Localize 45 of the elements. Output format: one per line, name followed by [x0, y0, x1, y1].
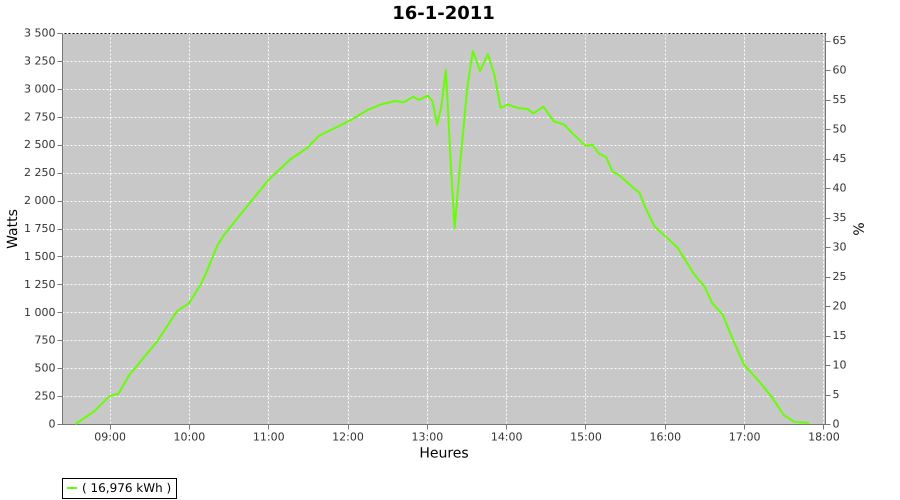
x-tick-label: 11:00: [252, 430, 285, 444]
y-tick-label: 2 750: [24, 110, 56, 124]
y-tick-label: 2 000: [24, 194, 56, 208]
y-tick-label: 3 500: [24, 26, 56, 40]
x-tick-label: 12:00: [332, 430, 364, 444]
y2-axis-title: %: [849, 222, 866, 236]
y2-tick-label: 40: [832, 182, 846, 195]
x-tick-label: 14:00: [490, 430, 523, 444]
y-tick-label: 750: [34, 334, 56, 347]
y-axis-title: Watts: [5, 209, 22, 249]
legend-label: ( 16,976 kWh ): [82, 481, 172, 495]
y-tick-label: 2 500: [24, 138, 56, 152]
y2-tick-label: 10: [832, 358, 846, 372]
x-tick-label: 16:00: [649, 430, 682, 444]
y2-tick-label: 50: [832, 122, 846, 136]
y2-tick-label: 60: [832, 64, 846, 77]
x-tick-label: 18:00: [808, 430, 840, 444]
y-tick-label: 1 000: [24, 306, 56, 319]
y-tick-label: 3 000: [24, 82, 56, 96]
y2-tick-label: 20: [832, 300, 846, 313]
x-tick-label: 09:00: [94, 430, 126, 444]
y-tick-label: 1 250: [24, 278, 56, 291]
y-tick-label: 1 500: [24, 250, 56, 263]
y-tick-label: 0: [48, 418, 56, 430]
x-tick-label: 17:00: [728, 430, 760, 444]
y-tick-label: 2 250: [24, 166, 56, 180]
x-tick-label: 10:00: [174, 430, 206, 444]
y2-tick-label: 25: [832, 270, 846, 284]
x-axis-title: Heures: [419, 446, 469, 462]
y-tick-label: 1 750: [24, 222, 56, 235]
line-series: [74, 50, 810, 425]
y-tick-label: 3 250: [24, 54, 56, 68]
y2-tick-label: 55: [832, 93, 846, 106]
y2-tick-label: 5: [832, 388, 840, 402]
y2-tick-label: 30: [832, 240, 846, 254]
y-tick-label: 500: [34, 362, 56, 375]
y2-tick-label: 15: [832, 329, 846, 342]
chart-title: 16-1-2011: [392, 3, 495, 24]
y2-tick-label: 65: [832, 34, 846, 48]
y2-tick-label: 45: [832, 152, 846, 166]
y2-tick-label: 0: [832, 418, 840, 430]
x-tick-label: 13:00: [411, 430, 444, 444]
y-tick-label: 250: [34, 390, 56, 403]
y2-tick-label: 35: [832, 211, 846, 224]
x-tick-label: 15:00: [570, 430, 602, 444]
